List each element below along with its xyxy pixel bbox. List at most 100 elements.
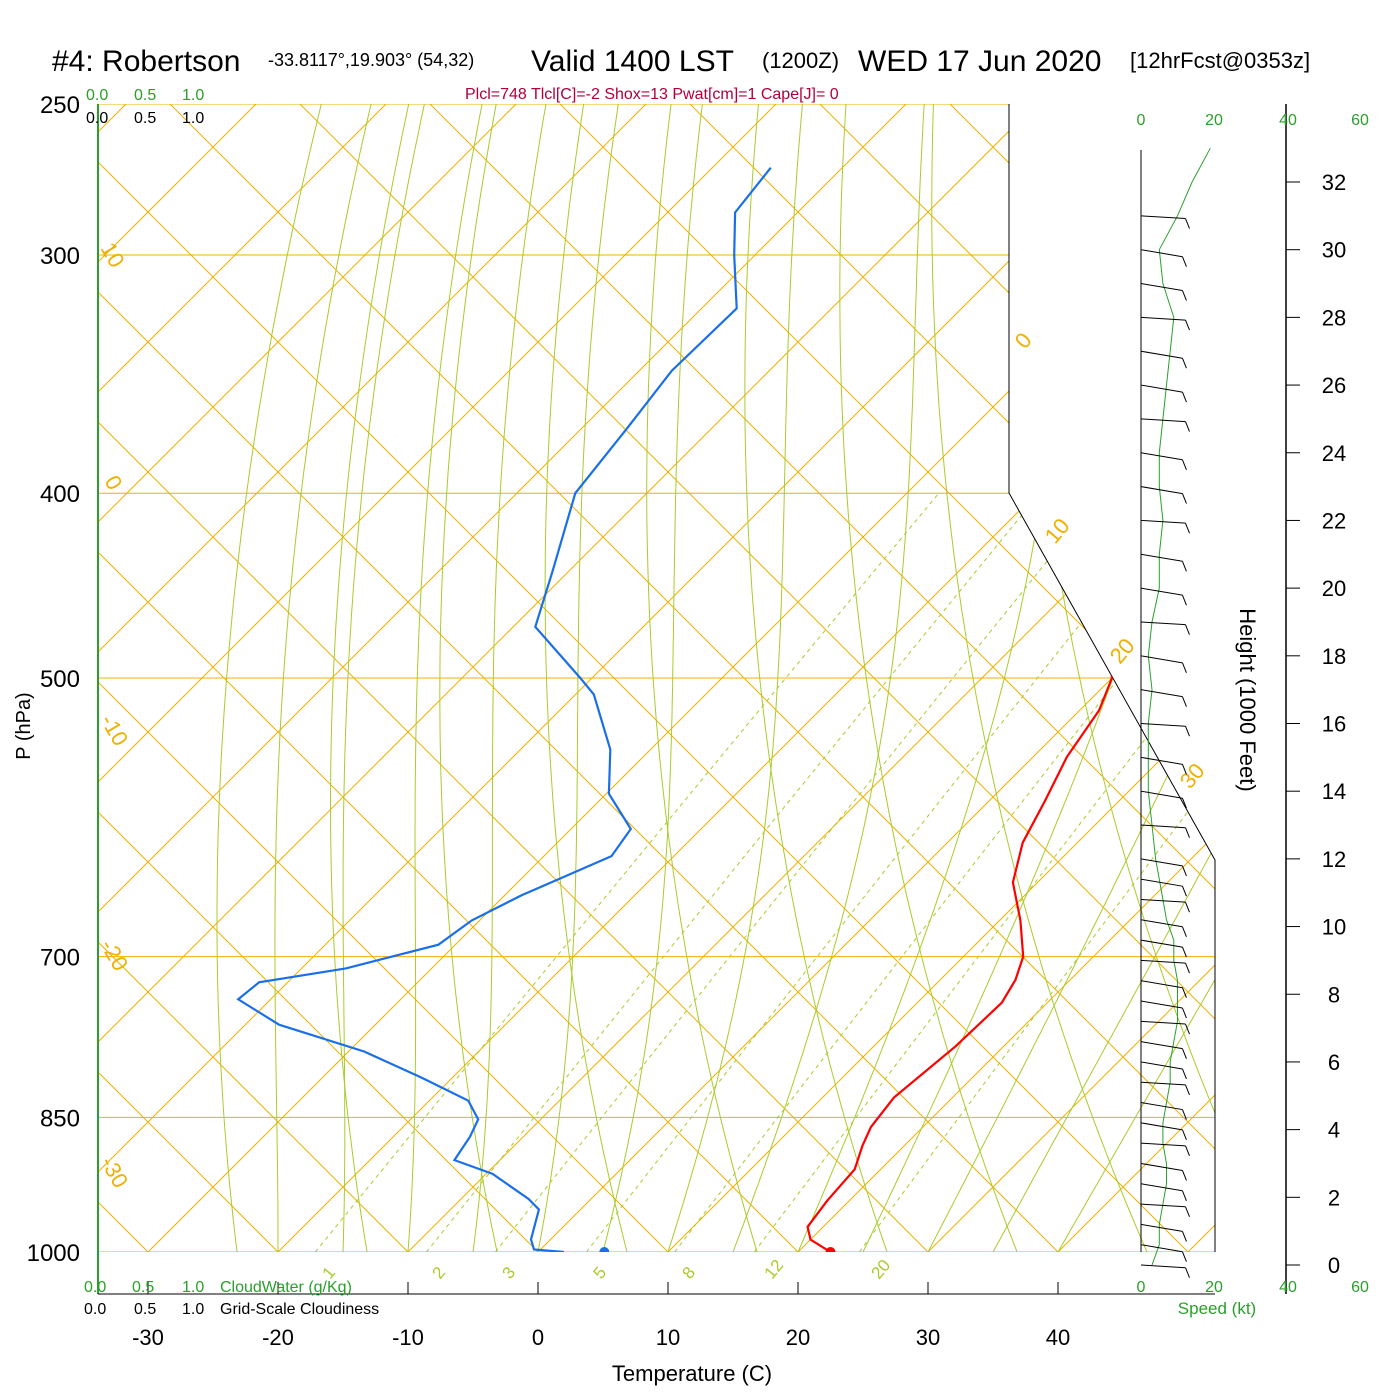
dry-adiabat xyxy=(744,104,888,1252)
isotherm-line xyxy=(407,104,1215,1252)
cloudwater-scale-top-2: 1.0 xyxy=(182,87,204,104)
wind-barb xyxy=(1140,824,1186,829)
isotherm-label: 20 xyxy=(1105,633,1140,668)
isotherm-line xyxy=(797,104,1215,1252)
speed-scale-top-2: 40 xyxy=(1279,112,1297,129)
wind-barb xyxy=(1140,1020,1186,1025)
wind-barb xyxy=(1140,689,1183,698)
forecast-info: [12hrFcst@0353z] xyxy=(1130,48,1310,73)
wind-barb xyxy=(1140,1162,1183,1171)
isotherm-line xyxy=(98,104,907,1252)
reference-line xyxy=(98,104,799,1252)
dry-adiabat xyxy=(1283,104,1400,1252)
wind-barb xyxy=(1140,959,1186,964)
station-title: #4: Robertson xyxy=(52,45,240,78)
wind-barb-flag xyxy=(1185,1267,1190,1278)
moist-adiabat xyxy=(537,104,619,1252)
dry-adiabat xyxy=(329,104,410,1252)
isotherm-line xyxy=(1318,104,1400,1252)
isotherm-line xyxy=(98,104,647,1252)
isotherm-label: 10 xyxy=(1040,513,1075,548)
wind-barb-flag xyxy=(1181,1109,1187,1120)
wind-barb-flag xyxy=(1181,764,1187,775)
cloudiness-scale-bottom-2: 1.0 xyxy=(182,1301,204,1318)
moist-adiabat xyxy=(732,104,925,1252)
dry-adiabat xyxy=(931,104,1148,1252)
wind-barb xyxy=(1140,1203,1186,1208)
height-tick-label: 22 xyxy=(1322,508,1346,533)
wind-barb-flag xyxy=(1181,662,1187,674)
wind-barb-flag xyxy=(1185,901,1190,913)
x-tick-label: 40 xyxy=(1046,1325,1070,1350)
mixing-ratio-label: 20 xyxy=(868,1256,895,1283)
moist-adiabat xyxy=(992,104,1215,1252)
utc-time: (1200Z) xyxy=(762,48,839,73)
mixing-ratio-line xyxy=(314,492,940,1252)
wind-barb xyxy=(1140,655,1183,664)
height-tick-label: 16 xyxy=(1322,712,1346,737)
wind-barb xyxy=(1140,858,1183,867)
isotherm-line xyxy=(98,104,517,1252)
wind-barb-flag xyxy=(1185,421,1190,432)
reference-line xyxy=(98,104,539,1252)
wind-barb xyxy=(1140,621,1186,626)
wind-barb xyxy=(1140,1102,1183,1111)
wind-barb xyxy=(1140,939,1183,948)
reference-line xyxy=(0,104,18,1252)
isotherm-line xyxy=(98,104,387,1252)
speed-scale-top-3: 60 xyxy=(1351,112,1369,129)
isotherm-label: 10 xyxy=(96,238,130,272)
wind-barb xyxy=(1140,756,1183,765)
height-tick-label: 14 xyxy=(1322,779,1346,804)
mixing-ratio-line xyxy=(586,492,1185,1252)
cloudiness-scale-top-2: 1.0 xyxy=(182,110,204,127)
reference-line xyxy=(689,104,1215,1252)
cloudiness-label: Grid-Scale Cloudiness xyxy=(220,1301,379,1318)
wind-speed-line xyxy=(1147,147,1211,1266)
wind-barb xyxy=(1140,1041,1183,1050)
wind-barb xyxy=(1140,215,1186,220)
dewpoint-line xyxy=(236,167,772,1252)
reference-line xyxy=(98,104,669,1252)
mixing-ratio-line xyxy=(858,492,1215,1252)
isotherm-label: -20 xyxy=(96,935,134,975)
wind-barb xyxy=(1140,553,1183,562)
cloudwater-scale-bottom-1: 0.5 xyxy=(132,1279,154,1296)
wind-barb xyxy=(1140,1244,1183,1253)
dry-adiabat xyxy=(839,104,1018,1252)
mixing-ratio-line xyxy=(426,492,1041,1252)
reference-line xyxy=(98,104,929,1252)
cloudwater-scale-top-1: 0.5 xyxy=(134,87,156,104)
wind-barb xyxy=(1140,898,1186,903)
isotherm-line xyxy=(98,104,1167,1252)
wind-barb-flag xyxy=(1185,319,1190,331)
wind-barb-flag xyxy=(1181,391,1187,403)
cloudwater-scale-bottom-2: 1.0 xyxy=(182,1279,204,1296)
isotherm-label: 0 xyxy=(1010,328,1037,353)
mixing-ratio-label: 3 xyxy=(499,1263,520,1282)
wind-barb xyxy=(1140,587,1183,596)
height-tick-label: 26 xyxy=(1322,373,1346,398)
wind-barb xyxy=(1140,723,1186,727)
height-tick-label: 24 xyxy=(1322,441,1346,466)
height-tick-label: 30 xyxy=(1322,238,1346,263)
mixing-ratio-label: 5 xyxy=(590,1263,611,1282)
isotherm-line xyxy=(277,104,1215,1252)
speed-scale-top-0: 0 xyxy=(1137,112,1146,129)
wind-barb-flag xyxy=(1181,290,1187,301)
background-lines xyxy=(0,104,1400,1252)
mixing-ratio-line xyxy=(674,492,1215,1252)
cloudiness-scale-bottom-0: 0.0 xyxy=(84,1301,106,1318)
forecast-date: WED 17 Jun 2020 xyxy=(858,45,1101,78)
wind-barb xyxy=(1140,452,1183,461)
isotherm-label: 0 xyxy=(100,471,128,494)
pressure-tick-label: 1000 xyxy=(27,1240,80,1267)
mixing-ratio-line xyxy=(494,492,1103,1252)
temperature-line xyxy=(806,166,1160,1252)
wind-barb-flag xyxy=(1181,987,1187,998)
pressure-tick-label: 850 xyxy=(40,1105,80,1132)
wind-barb-flag xyxy=(1185,1206,1190,1217)
wind-barb-flag xyxy=(1185,1145,1190,1157)
